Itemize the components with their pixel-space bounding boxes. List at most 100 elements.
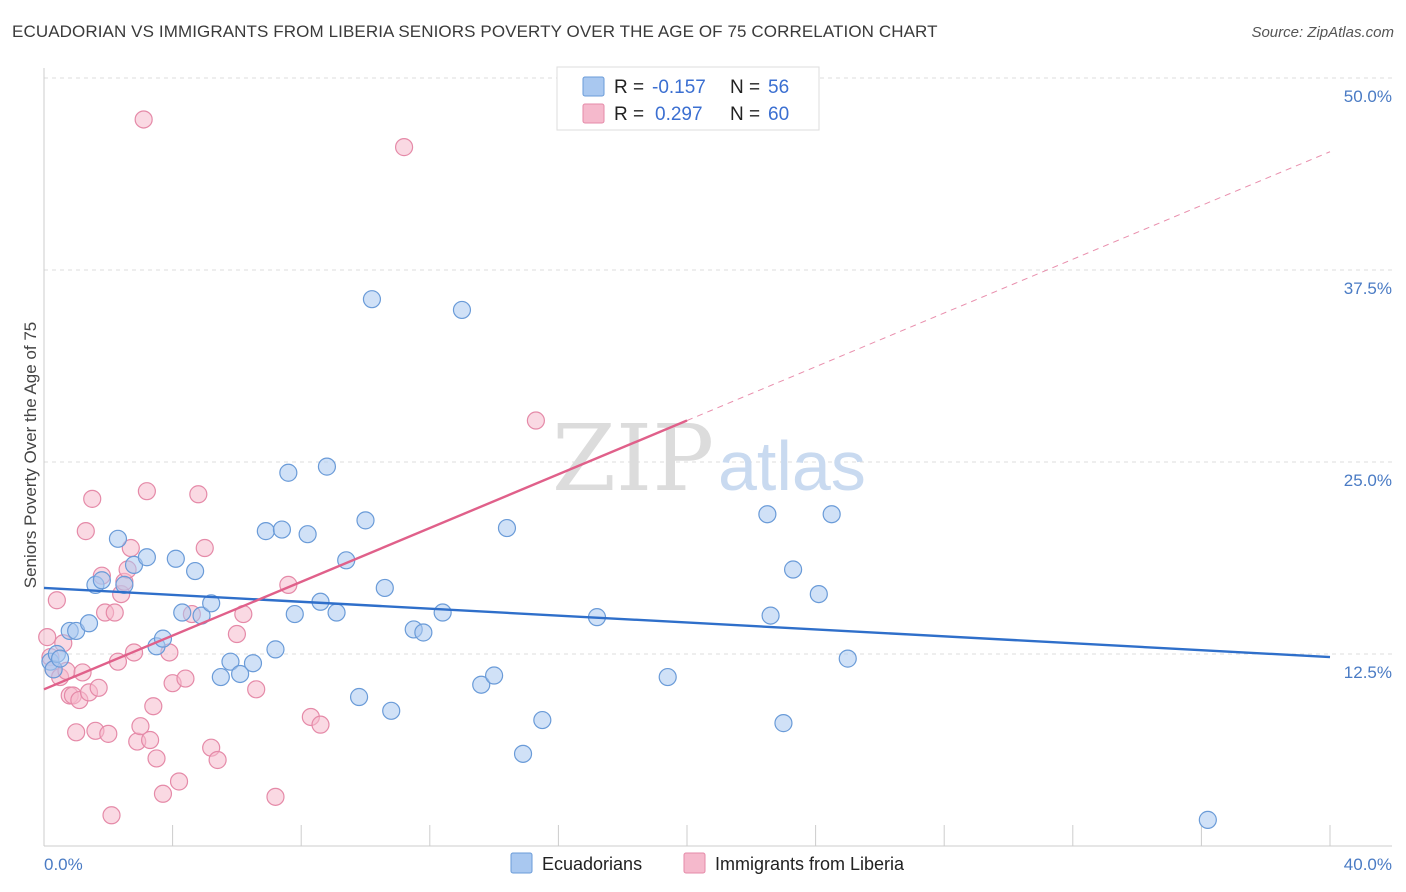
point-s0-23 (243, 654, 263, 673)
point-s0-38 (382, 701, 401, 720)
point-s1-12 (76, 522, 95, 541)
point-s1-14 (83, 489, 102, 508)
y-axis-label: Seniors Poverty Over the Age of 75 (21, 322, 40, 588)
point-s0-47 (533, 710, 552, 730)
point-s0-26 (272, 520, 292, 539)
watermark-zip: ZIP (552, 405, 714, 512)
legend-n-label-0: N = (730, 77, 760, 98)
tick-labels: 12.5% 25.0% 37.5% 50.0% 0.0% 40.0% (44, 87, 1392, 874)
point-s1-30 (134, 110, 153, 129)
point-s1-53 (526, 411, 545, 430)
point-s0-53 (783, 560, 803, 579)
point-s0-52 (774, 714, 793, 733)
watermark-atlas: atlas (718, 427, 866, 505)
point-s0-9 (108, 529, 128, 548)
point-s1-39 (176, 669, 195, 688)
chart-title: ECUADORIAN VS IMMIGRANTS FROM LIBERIA SE… (12, 22, 938, 41)
legend-r-value-0: -0.157 (652, 77, 706, 98)
point-s1-0 (38, 628, 57, 647)
point-s0-27 (279, 463, 298, 482)
legend-n-value-0: 56 (768, 77, 789, 98)
point-s0-40 (414, 623, 433, 642)
trend-line-1 (43, 419, 688, 691)
series-0-points (41, 290, 1217, 829)
point-s0-50 (758, 505, 777, 524)
point-s0-21 (221, 652, 240, 671)
point-s1-9 (67, 723, 86, 742)
x-tick-label-1: 40.0% (1344, 855, 1392, 874)
point-s0-6 (79, 614, 99, 633)
point-s0-8 (92, 571, 111, 590)
data-points (38, 110, 1217, 829)
point-s0-24 (256, 522, 275, 541)
point-s0-56 (838, 649, 857, 668)
point-s1-51 (311, 715, 330, 734)
bottom-legend: Ecuadorians Immigrants from Liberia (510, 852, 905, 874)
legend-swatch-ecuadorians (582, 76, 605, 97)
point-s0-54 (809, 584, 828, 604)
point-s0-37 (375, 578, 394, 598)
legend-r-label-0: R = (614, 77, 644, 98)
point-s0-32 (327, 603, 346, 622)
point-s0-57 (1198, 810, 1217, 829)
point-s0-55 (822, 505, 841, 524)
point-s0-49 (658, 667, 677, 687)
trend-line-0 (43, 586, 1331, 659)
point-s1-19 (99, 724, 118, 743)
point-s0-19 (202, 594, 221, 613)
point-s1-38 (169, 772, 189, 791)
point-s1-41 (189, 485, 208, 504)
y-tick-label-3: 50.0% (1344, 87, 1392, 106)
grid-lines (44, 77, 1392, 655)
legend-n-label-1: N = (730, 104, 760, 125)
point-s0-34 (349, 687, 369, 707)
point-s0-3 (50, 649, 70, 668)
point-s0-36 (362, 290, 382, 309)
point-s0-35 (356, 511, 375, 530)
watermark: ZIP atlas (552, 405, 866, 512)
point-s0-43 (472, 675, 491, 694)
point-s0-44 (485, 666, 504, 685)
legend-r-value-1: 0.297 (655, 104, 703, 125)
point-s1-45 (227, 624, 246, 644)
point-s1-42 (195, 538, 214, 558)
point-s1-16 (89, 678, 108, 697)
trend-lines (43, 151, 1331, 691)
bottom-legend-swatch-ecuadorians (510, 852, 533, 874)
axes (43, 68, 1392, 847)
point-s0-15 (166, 549, 185, 568)
point-s1-48 (266, 787, 285, 806)
point-s1-31 (137, 482, 156, 501)
point-s0-12 (137, 548, 156, 567)
legend: R = -0.157 N = 56 R = 0.297 N = 60 (556, 66, 820, 131)
y-tick-label-2: 37.5% (1344, 279, 1392, 298)
point-s0-41 (433, 603, 452, 622)
legend-swatch-liberia (582, 103, 605, 124)
bottom-legend-ecuadorians: Ecuadorians (542, 854, 642, 874)
point-s0-45 (497, 518, 517, 538)
point-s1-29 (131, 717, 150, 736)
point-s1-44 (208, 750, 227, 770)
point-s0-22 (231, 664, 250, 684)
y-tick-label-0: 12.5% (1344, 663, 1392, 682)
point-s1-35 (153, 784, 173, 803)
point-s0-17 (186, 561, 205, 581)
point-s1-52 (394, 138, 414, 157)
point-s0-16 (173, 603, 192, 622)
point-s0-25 (266, 640, 285, 659)
point-s1-34 (147, 749, 166, 768)
point-s0-46 (513, 744, 533, 763)
point-s1-32 (140, 730, 160, 750)
source-label: Source: ZipAtlas.com (1251, 24, 1394, 41)
bottom-legend-swatch-liberia (683, 852, 706, 874)
x-tick-label-0: 0.0% (44, 855, 83, 874)
point-s1-33 (144, 697, 163, 716)
point-s1-20 (102, 806, 121, 825)
y-tick-label-1: 25.0% (1344, 471, 1392, 490)
point-s0-31 (317, 457, 337, 476)
point-s1-47 (247, 680, 266, 699)
trend-extension-1 (686, 151, 1331, 421)
bottom-legend-liberia: Immigrants from Liberia (715, 854, 905, 874)
point-s0-42 (452, 300, 472, 320)
